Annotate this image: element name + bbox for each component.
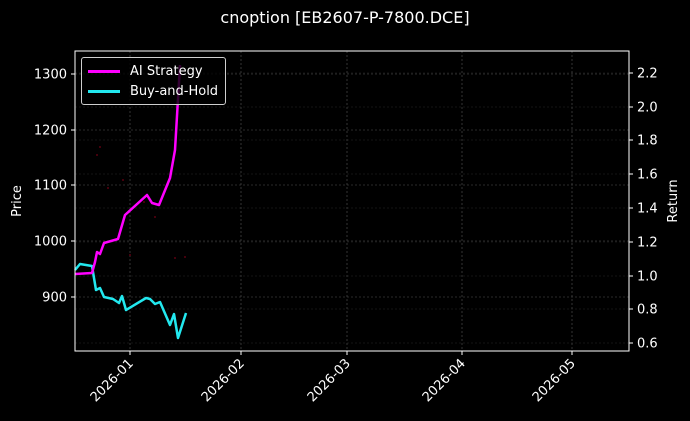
y-tick-label-left: 1200 <box>34 124 67 139</box>
legend-item-buy-and-hold: Buy-and-Hold <box>88 81 218 101</box>
axis-ticks: 2026-01 2026-02 2026-03 2026-04 2026-05 1300 1… <box>34 67 658 406</box>
legend-swatch-ai-strategy <box>88 69 120 73</box>
legend-label: AI Strategy <box>130 63 203 79</box>
legend-item-ai-strategy: AI Strategy <box>88 61 203 81</box>
ai-strategy-line <box>74 64 182 276</box>
y-tick-label-right: 1.2 <box>637 236 658 251</box>
legend: AI Strategy Buy-and-Hold <box>81 57 226 105</box>
y-tick-label-right: 1.8 <box>637 134 658 149</box>
y-tick-label-right: 0.6 <box>637 337 658 352</box>
y-axis-label-right: Return <box>666 179 681 222</box>
x-tick-label: 2026-01 <box>88 356 137 405</box>
plot-frame <box>74 50 630 352</box>
y-tick-label-left: 1000 <box>34 235 67 250</box>
y-axis-label-left: Price <box>10 185 25 217</box>
y-tick-label-right: 2.2 <box>637 67 658 82</box>
y-tick-label-right: 0.8 <box>637 303 658 318</box>
x-tick-label: 2026-02 <box>199 356 248 405</box>
buy-and-hold-line <box>74 262 188 340</box>
legend-label: Buy-and-Hold <box>130 83 219 99</box>
x-tick-label: 2026-04 <box>420 356 469 405</box>
y-tick-label-right: 2.0 <box>637 101 658 116</box>
y-tick-label-left: 1100 <box>34 179 67 194</box>
x-tick-label: 2026-03 <box>305 356 354 405</box>
grid-lines <box>75 51 629 351</box>
legend-swatch-buy-and-hold <box>88 89 120 93</box>
y-tick-label-right: 1.6 <box>637 168 658 183</box>
y-tick-label-right: 1.4 <box>637 202 658 217</box>
price-scatter <box>96 146 186 259</box>
y-tick-label-left: 1300 <box>34 68 67 83</box>
chart-title: cnoption [EB2607-P-7800.DCE] <box>220 8 470 27</box>
y-tick-label-left: 900 <box>42 291 67 306</box>
x-tick-label: 2026-05 <box>530 356 579 405</box>
y-tick-label-right: 1.0 <box>637 270 658 285</box>
